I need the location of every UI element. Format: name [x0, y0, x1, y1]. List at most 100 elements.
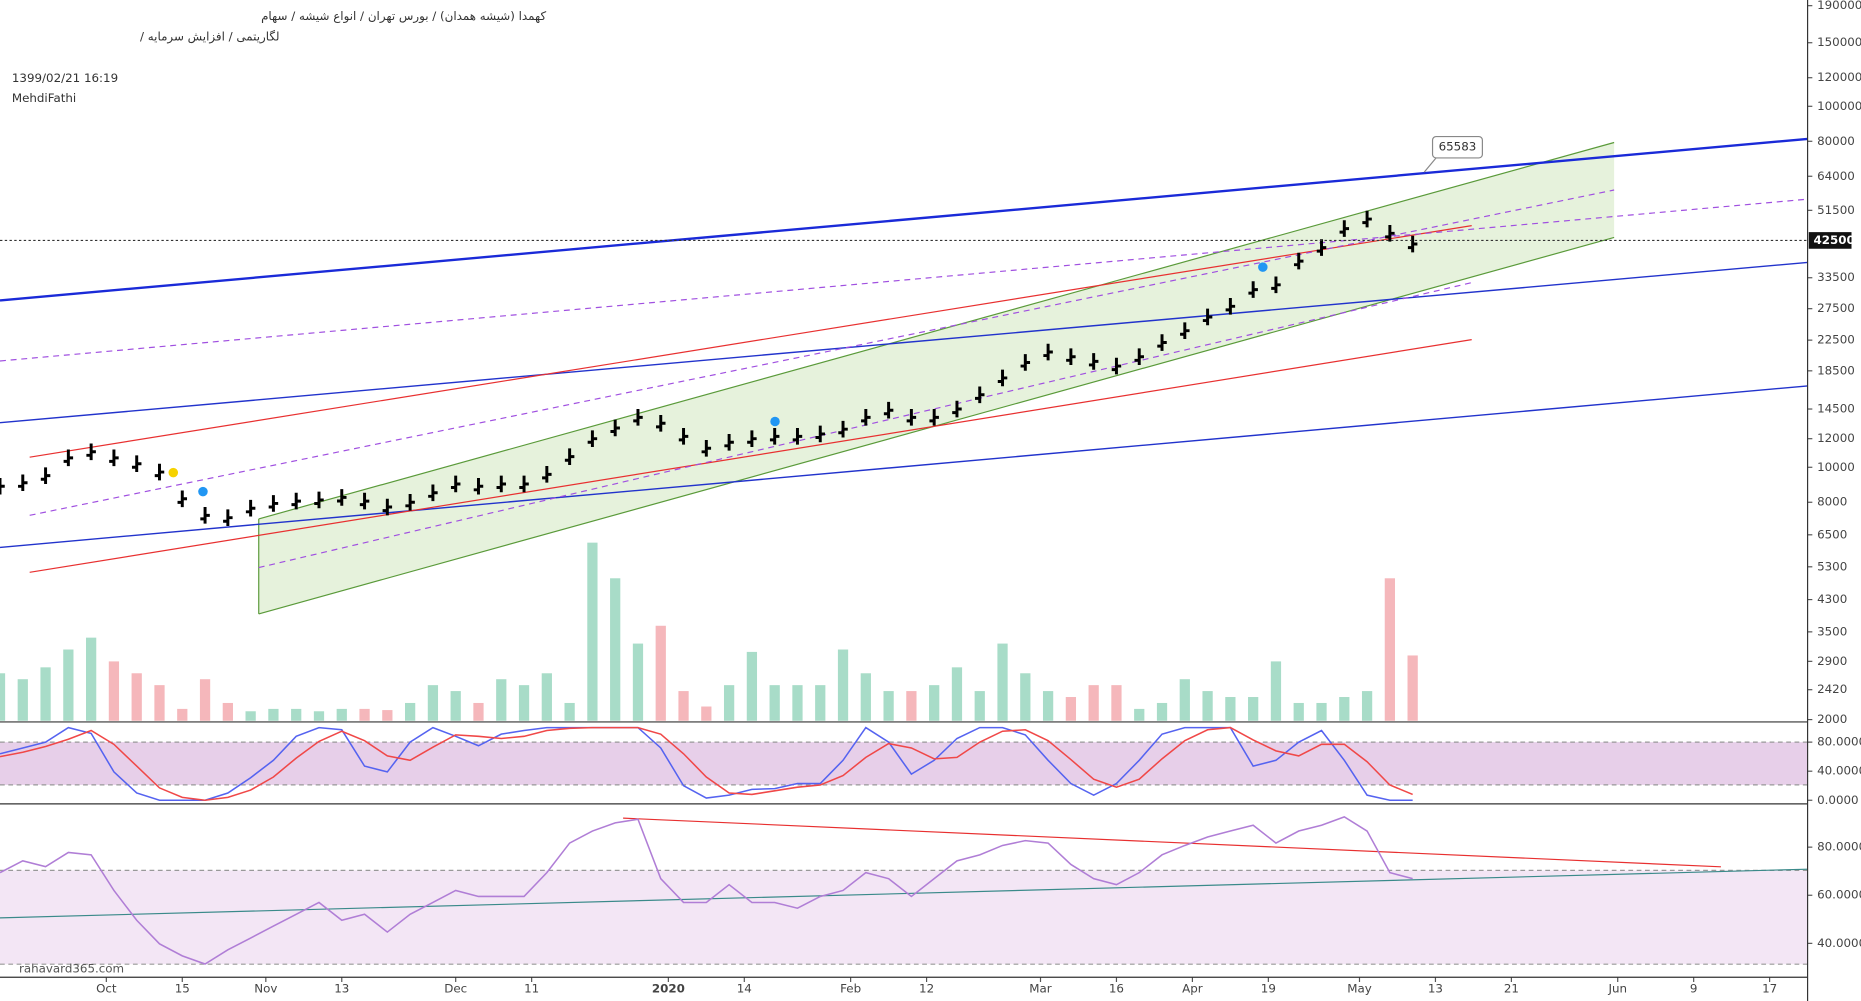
price-bar: [1293, 252, 1304, 270]
volume-bar: [837, 649, 849, 721]
volume-bar: [450, 691, 461, 721]
x-tick-label: 21: [1504, 982, 1519, 996]
price-bar: [154, 463, 165, 481]
channel-line: [258, 141, 1615, 520]
x-tick-label: 17: [1762, 982, 1777, 996]
volume-bar: [131, 673, 142, 721]
overlay: کهمدا (شیشه همدان) / بورس تهران / انواع …: [0, 0, 1809, 1001]
x-tick-label: May: [1347, 982, 1372, 996]
y-tick-label: 27500: [1817, 301, 1855, 315]
volume-bar: [587, 542, 598, 721]
price-bar: [291, 492, 301, 510]
price-bar: [0, 477, 5, 495]
volume-bar: [723, 685, 735, 721]
price-bar: [496, 475, 507, 493]
volume-bar: [108, 661, 120, 721]
price-bar: [1088, 353, 1099, 370]
volume-bar: [245, 711, 256, 721]
volume-bar: [997, 643, 1008, 721]
x-tick-label: 16: [1109, 982, 1124, 996]
price-bar: [929, 409, 939, 426]
price-bar: [587, 430, 598, 448]
price-bar: [1385, 224, 1395, 242]
y-tick-label: 40.0000: [1817, 764, 1861, 778]
y-tick-label: 18500: [1817, 363, 1855, 377]
y-tick-label: 190000: [1817, 0, 1861, 12]
price-bar: [1339, 220, 1350, 237]
volume-bar: [17, 679, 28, 721]
last-price-label: 42500: [1814, 233, 1855, 247]
x-tick-label: Feb: [840, 982, 861, 996]
price-bar: [906, 409, 917, 426]
price-bar: [405, 493, 415, 511]
volume-bar: [1179, 679, 1190, 721]
volume-bar: [268, 708, 279, 721]
trendline: [0, 198, 1805, 362]
price-bar: [1066, 348, 1076, 366]
x-tick-label: Nov: [254, 982, 277, 996]
x-tick-label: 12: [919, 982, 934, 996]
y-tick-label: 22500: [1817, 333, 1855, 347]
price-bar: [109, 449, 119, 467]
y-tick-label: 33500: [1817, 270, 1855, 284]
y-tick-label: 64000: [1817, 169, 1855, 183]
volume-bar: [382, 710, 393, 721]
price-bar: [792, 428, 803, 445]
price-bar: [314, 491, 324, 509]
last-price-box: [1808, 232, 1852, 249]
volume-bar: [63, 649, 74, 721]
price-bar: [815, 425, 825, 443]
price-bar: [473, 477, 484, 495]
x-tick-label: Dec: [444, 982, 467, 996]
price-bar: [564, 448, 575, 465]
price-bar: [337, 489, 347, 506]
y-tick-label: 2000: [1817, 712, 1847, 726]
volume-bar: [610, 578, 621, 721]
y-tick-label: 51500: [1817, 203, 1855, 217]
volume-bar: [177, 708, 188, 721]
trendline: [0, 261, 1808, 424]
y-tick-label: 5300: [1817, 559, 1847, 573]
rsi-band: [0, 870, 1808, 965]
volume-bar: [1407, 655, 1418, 721]
date: 1399/02/21 16:19: [12, 71, 118, 85]
y-tick-label: 120000: [1817, 70, 1861, 84]
trendline: [29, 225, 1472, 458]
x-tick-label: Oct: [96, 982, 117, 996]
price-bar: [63, 449, 74, 467]
volume-bar: [359, 708, 370, 721]
price-bar: [633, 409, 643, 426]
y-tick-label: 6500: [1817, 527, 1847, 541]
trendline: [0, 137, 1808, 302]
price-bar: [1020, 354, 1031, 371]
y-tick-label: 12000: [1817, 431, 1855, 445]
price-bar: [1362, 210, 1372, 228]
y-tick-label: 40.0000: [1817, 936, 1861, 950]
x-tick-label: Apr: [1182, 982, 1203, 996]
volume-bar: [291, 708, 302, 721]
volume-bar: [1339, 697, 1350, 721]
x-tick-label: 9: [1690, 982, 1698, 996]
volume-bar: [655, 625, 666, 721]
price-bar: [200, 507, 210, 524]
price-bar: [86, 443, 96, 461]
volume-bar: [1156, 702, 1168, 721]
volume-bar: [1134, 708, 1145, 721]
volume-bar: [1088, 685, 1099, 721]
volume-bar: [336, 708, 347, 721]
price-bar: [861, 409, 871, 426]
callout-pointer: [1423, 157, 1437, 173]
x-tick-label: Jun: [1607, 982, 1627, 996]
volume-bar: [1202, 691, 1213, 721]
price-bar: [542, 466, 552, 483]
callout-label: 65583: [1439, 140, 1477, 154]
price-bar: [1225, 297, 1236, 315]
volume-bar: [883, 691, 894, 721]
y-tick-label: 14500: [1817, 402, 1855, 416]
price-bar: [656, 414, 666, 432]
volume-bar: [701, 706, 712, 721]
volume-bar: [1248, 697, 1259, 721]
price-bar: [1316, 239, 1327, 256]
y-tick-label: 60.0000: [1817, 888, 1861, 902]
